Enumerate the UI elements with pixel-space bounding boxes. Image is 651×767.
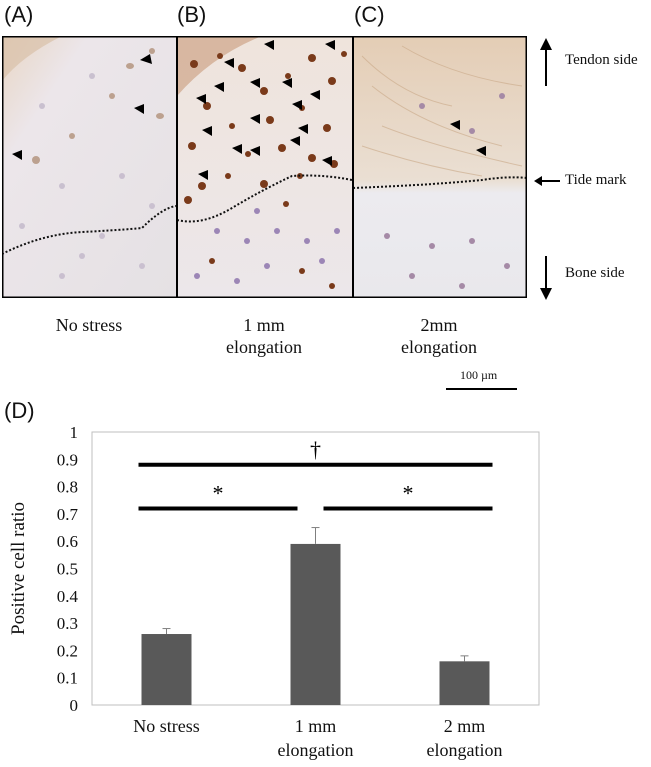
panel-label-a: (A) xyxy=(4,2,34,27)
x-tick-label: elongation xyxy=(427,740,503,760)
y-tick-label: 0.7 xyxy=(57,505,79,524)
micrograph-panel-b xyxy=(176,36,353,298)
scale-bar-label: 100 µm xyxy=(460,368,498,382)
significance-symbol: * xyxy=(403,480,414,505)
bar xyxy=(290,543,341,705)
micrograph-panel-c xyxy=(352,36,527,298)
panel-label-c: (C) xyxy=(354,2,385,27)
y-tick-label: 0.9 xyxy=(57,450,78,469)
y-tick-label: 0.3 xyxy=(57,614,78,633)
caption-1mm-line1: 1 mm xyxy=(243,315,285,335)
bar xyxy=(141,634,192,705)
tendon-side-label: Tendon side xyxy=(565,52,638,68)
y-tick-label: 0.1 xyxy=(57,669,78,688)
caption-no-stress: No stress xyxy=(2,314,176,336)
caption-1mm-line2: elongation xyxy=(226,337,302,357)
tendon-arrow-icon xyxy=(540,38,552,86)
micrograph-strip xyxy=(2,36,527,298)
bar xyxy=(439,661,490,705)
panel-label-b: (B) xyxy=(177,2,207,27)
x-tick-label: 2 mm xyxy=(444,716,486,736)
caption-2mm: 2mm elongation xyxy=(352,314,526,358)
y-tick-label: 0.8 xyxy=(57,478,78,497)
caption-2mm-line2: elongation xyxy=(401,337,477,357)
bar-chart: 0 0.1 0.2 0.3 0.4 0.5 0.6 0.7 0.8 0.9 1 Positive ce… xyxy=(8,423,540,760)
y-tick-label: 0.5 xyxy=(57,560,78,579)
y-tick-label: 0 xyxy=(70,696,79,715)
y-tick-label: 0.2 xyxy=(57,641,78,660)
bone-arrow-icon xyxy=(540,256,552,300)
significance-symbol: † xyxy=(310,437,321,462)
tide-arrow-icon xyxy=(534,176,560,186)
caption-1mm: 1 mm elongation xyxy=(176,314,352,358)
y-tick-label: 0.6 xyxy=(57,532,78,551)
panel-label-d: (D) xyxy=(4,398,35,423)
x-tick-label: No stress xyxy=(133,716,200,736)
side-arrows xyxy=(534,38,560,300)
caption-no-stress-line1: No stress xyxy=(55,315,123,335)
caption-2mm-line1: 2mm xyxy=(420,315,458,335)
micrograph-panel-a xyxy=(2,36,177,298)
significance-symbol: * xyxy=(213,480,224,505)
y-axis-label: Positive cell ratio xyxy=(8,502,29,635)
x-tick-label: 1 mm xyxy=(295,716,337,736)
scale-bar xyxy=(446,388,517,390)
tide-mark-label: Tide mark xyxy=(565,172,627,188)
bone-side-label: Bone side xyxy=(565,265,625,281)
y-tick-label: 1 xyxy=(70,423,79,442)
x-tick-label: elongation xyxy=(278,740,354,760)
y-tick-label: 0.4 xyxy=(57,587,79,606)
